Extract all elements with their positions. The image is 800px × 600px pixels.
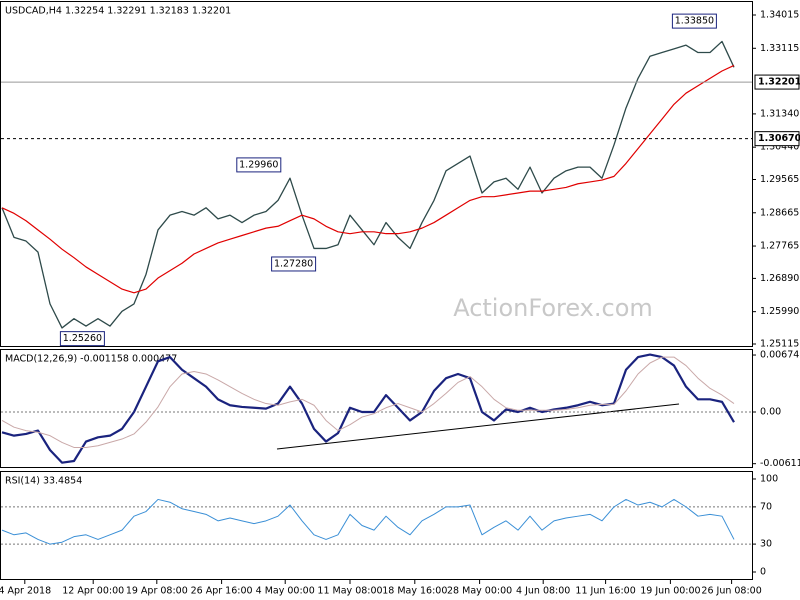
x-tick-label: 12 Apr 00:00 <box>62 586 124 597</box>
x-tick-label: 4 Apr 2018 <box>0 586 51 597</box>
y-tick-label: 1.31340 <box>760 108 799 119</box>
panel-title: RSI(14) 33.4854 <box>5 476 82 487</box>
y-tick-label: 30 <box>760 539 772 550</box>
y-tick-label: 1.30440 <box>760 142 799 153</box>
y-tick-label: 0.00 <box>760 406 781 417</box>
y-tick-label: 1.25115 <box>760 339 799 350</box>
x-tick-label: 19 Apr 08:00 <box>126 586 188 597</box>
y-tick-label: 1.33115 <box>760 43 799 54</box>
annotation-label: 1.27280 <box>274 258 313 269</box>
y-tick-label: 1.28665 <box>760 207 799 218</box>
annotation-box <box>271 256 317 272</box>
annotation-label: 1.25260 <box>63 333 102 344</box>
y-tick-label: 100 <box>760 473 778 484</box>
series-line <box>1 498 735 545</box>
y-tick-label: -0.006119 <box>760 458 800 469</box>
annotation-box <box>59 331 105 347</box>
trend-line <box>276 403 680 450</box>
x-tick-label: 18 May 16:00 <box>382 586 447 597</box>
annotation-box <box>236 157 282 173</box>
x-tick-label: 28 May 00:00 <box>447 586 512 597</box>
x-tick-label: 11 May 08:00 <box>317 586 382 597</box>
x-tick-label: 19 Jun 00:00 <box>640 586 700 597</box>
macd-panel <box>0 349 753 468</box>
price-label: 1.32201 <box>758 77 800 88</box>
y-tick-label: 1.25990 <box>760 306 799 317</box>
annotation-box <box>671 13 717 29</box>
y-tick-label: 70 <box>760 501 772 512</box>
price-label-box <box>754 131 800 147</box>
annotation-label: 1.29960 <box>239 159 278 170</box>
x-tick-label: 11 Jun 16:00 <box>575 586 635 597</box>
y-tick-label: 0 <box>760 567 766 578</box>
x-tick-label: 4 May 00:00 <box>256 586 315 597</box>
x-tick-label: 26 Jun 08:00 <box>701 586 761 597</box>
x-tick-label: 4 Jun 08:00 <box>516 586 570 597</box>
watermark: ActionForex.com <box>453 294 653 322</box>
rsi-panel <box>0 471 753 580</box>
y-tick-label: 1.29565 <box>760 174 799 185</box>
price-panel <box>0 1 753 347</box>
x-tick-label: 26 Apr 16:00 <box>191 586 253 597</box>
y-tick-label: 1.27765 <box>760 241 799 252</box>
y-tick-label: 1.26890 <box>760 273 799 284</box>
y-tick-label: 0.006745 <box>760 350 800 361</box>
price-label: 1.30670 <box>758 133 800 144</box>
annotation-label: 1.33850 <box>675 16 714 27</box>
price-label-box <box>754 74 800 90</box>
series-line <box>1 353 735 464</box>
y-tick-label: 1.34015 <box>760 10 799 21</box>
series-line <box>1 356 735 448</box>
panel-title: USDCAD,H4 1.32254 1.32291 1.32183 1.3220… <box>5 6 231 17</box>
series-line <box>1 40 735 329</box>
series-line <box>1 64 735 294</box>
panel-title: MACD(12,26,9) -0.001158 0.000477 <box>5 354 177 365</box>
